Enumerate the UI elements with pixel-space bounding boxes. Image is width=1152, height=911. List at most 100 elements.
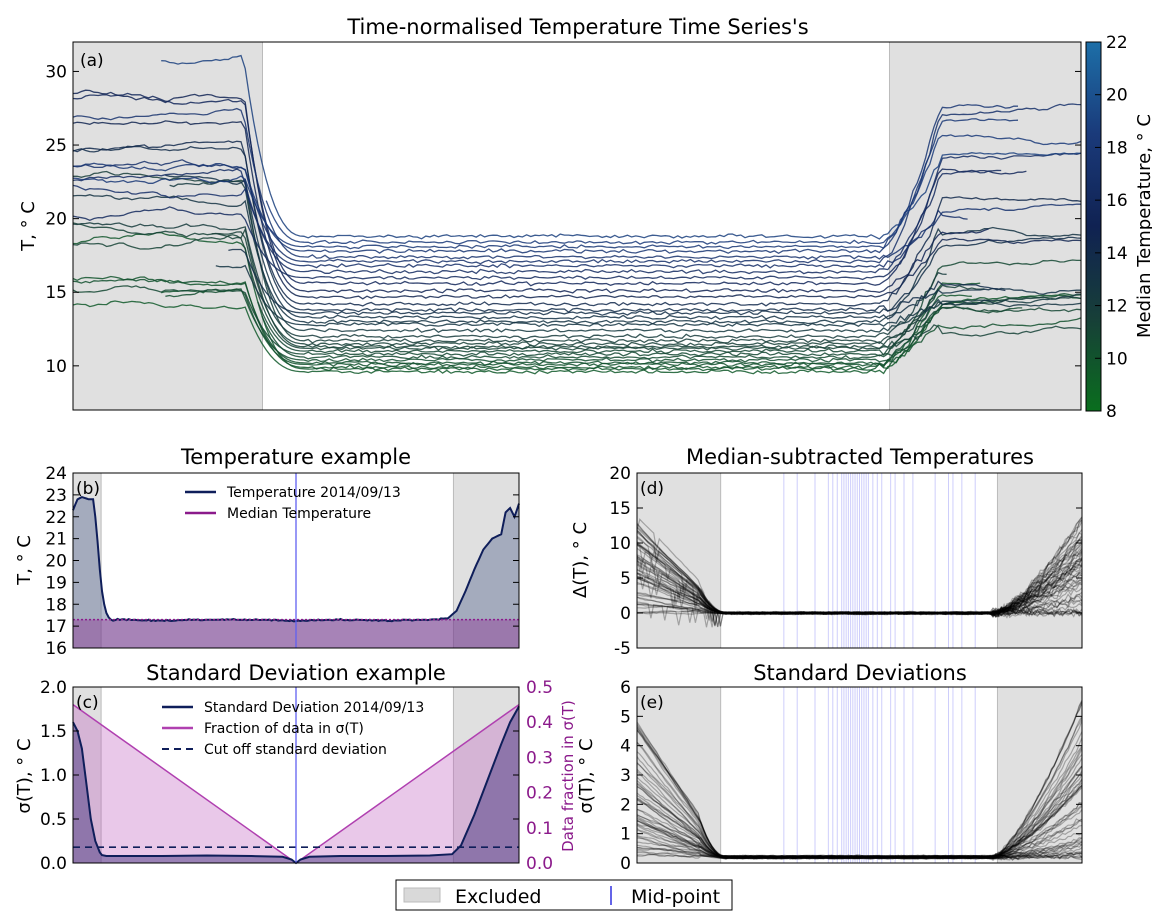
y-tick-label: 2.0 bbox=[40, 678, 67, 698]
panel-a-title: Time-normalised Temperature Time Series'… bbox=[346, 15, 808, 39]
std-series-line bbox=[636, 715, 1083, 859]
median-subtracted-line bbox=[636, 516, 1083, 617]
fraction-area bbox=[73, 704, 519, 863]
std-series-line bbox=[636, 779, 1083, 859]
std-series-line bbox=[636, 742, 1083, 860]
panel-a-label: (a) bbox=[80, 51, 104, 71]
panel-c-legend-cutoff: Cut off standard deviation bbox=[204, 742, 387, 758]
y-tick-label: 22 bbox=[45, 508, 67, 528]
temperature-series-line bbox=[169, 179, 1081, 334]
excluded-region-left bbox=[637, 687, 721, 863]
median-subtracted-line bbox=[636, 537, 1083, 615]
std-series-line bbox=[636, 761, 1083, 859]
std-series-line bbox=[636, 822, 1083, 859]
excluded-region-right bbox=[889, 42, 1081, 410]
panel-b-label: (b) bbox=[76, 479, 100, 499]
std-series-line bbox=[636, 780, 1083, 862]
median-subtracted-line bbox=[636, 536, 1083, 619]
std-series-line bbox=[636, 700, 1083, 858]
colorbar-tick-label: 22 bbox=[1106, 33, 1128, 53]
median-subtracted-line bbox=[636, 576, 1083, 618]
median-subtracted-line bbox=[636, 538, 1083, 618]
median-subtracted-line bbox=[636, 535, 1083, 616]
panel-e-title: Standard Deviations bbox=[753, 661, 967, 685]
colorbar-ticks: 8 10 12 14 16 18 20 22 bbox=[1095, 33, 1128, 422]
panel-d-title: Median-subtracted Temperatures bbox=[686, 445, 1034, 469]
y-tick-label: 17 bbox=[45, 617, 67, 637]
panel-e-ylabel: σ(T), ° C bbox=[576, 738, 597, 813]
std-series-line bbox=[636, 829, 1083, 861]
y-tick-label: 19 bbox=[45, 573, 67, 593]
temperature-series-line bbox=[228, 236, 1082, 316]
temperature-series-line bbox=[72, 194, 1082, 325]
panel-a-excluded-regions bbox=[73, 42, 1081, 410]
median-subtracted-line bbox=[636, 523, 1083, 615]
median-subtracted-line bbox=[636, 520, 1083, 623]
std-series-line bbox=[636, 765, 1083, 860]
median-subtracted-line bbox=[636, 563, 1083, 617]
median-subtracted-line bbox=[636, 600, 1083, 621]
colorbar-tick-label: 14 bbox=[1106, 244, 1128, 264]
std-series-line bbox=[636, 818, 1083, 858]
y-tick-label: 23 bbox=[45, 486, 67, 506]
temperature-series-line bbox=[265, 134, 1082, 245]
median-subtracted-line bbox=[636, 544, 1083, 617]
y-tick-label: 20 bbox=[45, 552, 67, 572]
std-series-line bbox=[636, 741, 1083, 858]
legend-excluded-label: Excluded bbox=[455, 886, 542, 908]
y-tick-label: 25 bbox=[45, 136, 67, 156]
panel-a-frame bbox=[72, 41, 1082, 411]
y-tick-label: 0 bbox=[620, 854, 631, 874]
temperature-series-line bbox=[72, 222, 1082, 350]
std-series-line bbox=[636, 717, 1083, 858]
std-series-line bbox=[636, 820, 1083, 860]
y-tick-label: 18 bbox=[45, 595, 67, 615]
median-subtracted-line bbox=[636, 542, 1083, 614]
y-tick-label: 0.0 bbox=[40, 854, 67, 874]
median-subtracted-line bbox=[636, 572, 1083, 615]
panel-c-title: Standard Deviation example bbox=[146, 661, 446, 685]
legend-excluded-swatch bbox=[403, 887, 441, 903]
panel-b-title: Temperature example bbox=[180, 445, 411, 469]
std-series-line bbox=[636, 797, 1083, 860]
panel-b-legend-median: Median Temperature bbox=[227, 506, 371, 522]
std-series-line bbox=[636, 719, 1083, 859]
median-subtracted-line bbox=[636, 527, 1083, 614]
panel-e-standard-deviations: Standard Deviations 0 1 2 3 4 5 6 (e) σ(T), ° … bbox=[576, 661, 1083, 874]
std-series-line bbox=[636, 784, 1083, 858]
y2-tick-label: 0.4 bbox=[526, 713, 553, 733]
y-tick-label: 0.5 bbox=[40, 810, 67, 830]
median-subtracted-line bbox=[636, 573, 1083, 615]
y-tick-label: 10 bbox=[45, 357, 67, 377]
std-series-line bbox=[636, 754, 1083, 858]
std-series-line bbox=[636, 757, 1083, 859]
temperature-series-line bbox=[73, 170, 1082, 345]
panel-d-median-subtracted: Median-subtracted Temperatures -5 0 5 10 15 2… bbox=[570, 445, 1083, 659]
panel-e-y-ticks: 0 1 2 3 4 5 6 bbox=[620, 678, 1082, 874]
temperature-series-line bbox=[165, 174, 1081, 320]
y-tick-label: 1 bbox=[620, 825, 631, 845]
median-subtracted-line bbox=[636, 563, 1083, 626]
y-tick-label: 20 bbox=[45, 210, 67, 230]
median-subtracted-line bbox=[636, 554, 1083, 621]
colorbar-label: Median Temperature, ° C bbox=[1134, 114, 1152, 338]
y-tick-label: 6 bbox=[620, 678, 631, 698]
panel-b-ylabel: T, ° C bbox=[14, 535, 35, 586]
y-tick-label: 20 bbox=[609, 464, 631, 484]
median-subtracted-line bbox=[636, 531, 1083, 615]
std-series-line bbox=[636, 699, 1083, 859]
colorbar-tick-label: 8 bbox=[1106, 402, 1117, 422]
temperature-series-line bbox=[72, 184, 968, 269]
median-subtracted-line bbox=[637, 539, 1083, 616]
median-subtracted-line bbox=[636, 564, 1083, 627]
panel-c-y2-ticks: 0.0 0.1 0.2 0.3 0.4 0.5 bbox=[526, 678, 553, 874]
std-series-line bbox=[636, 725, 1083, 860]
temperature-series-line bbox=[72, 222, 947, 340]
std-series-line bbox=[72, 705, 520, 865]
std-series-line bbox=[636, 748, 1083, 858]
temperature-series-line bbox=[257, 301, 1082, 356]
excluded-region-left bbox=[637, 473, 721, 648]
